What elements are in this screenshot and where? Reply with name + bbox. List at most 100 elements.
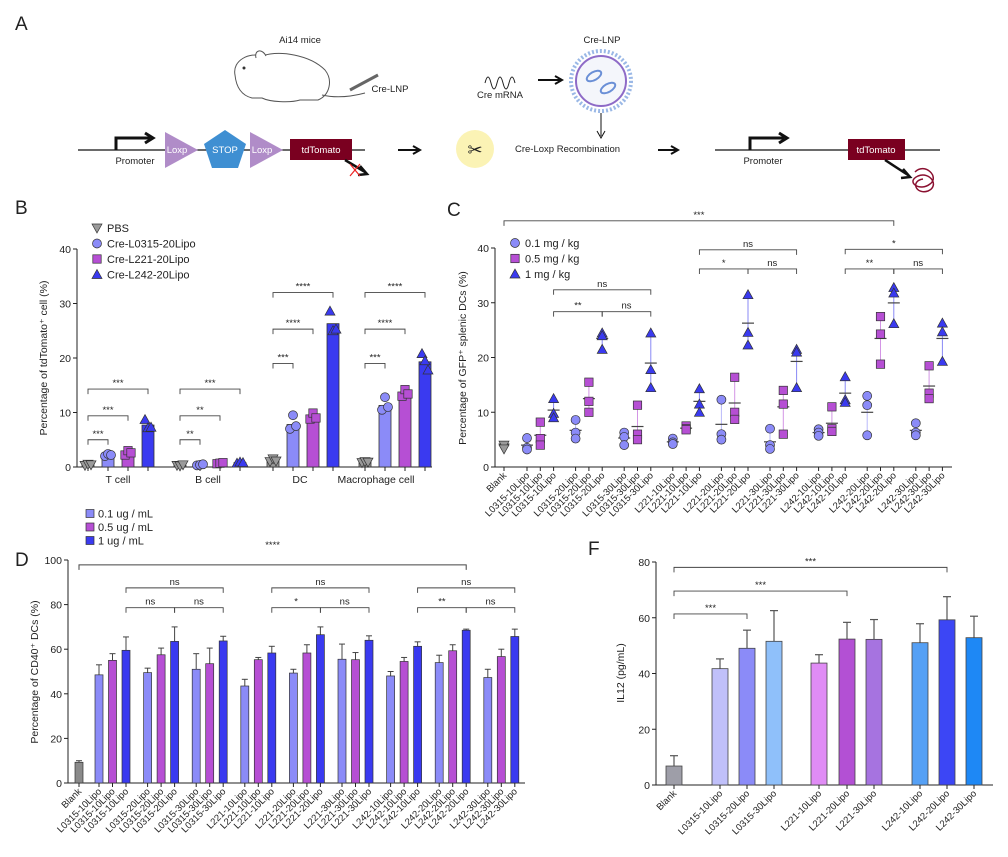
stop-element [204, 130, 246, 168]
significance-label: ns [621, 301, 631, 312]
data-point [765, 444, 775, 454]
legend-label: 0.5 mg / kg [525, 254, 579, 266]
panel-label-d: D [15, 550, 29, 571]
syringe-icon [349, 73, 379, 92]
data-point [813, 430, 824, 441]
data-point [288, 410, 298, 421]
significance-bracket [844, 268, 895, 274]
expression-arrow-icon [344, 158, 370, 177]
promoter-label: Promoter [115, 156, 154, 167]
loxp-label: Loxp [252, 145, 273, 156]
blocked-x-icon [349, 163, 361, 177]
significance-bracket [87, 439, 109, 445]
significance-bracket [125, 587, 224, 593]
legend-label: Cre-L0315-20Lipo [107, 239, 196, 251]
data-point [535, 440, 545, 450]
significance-bracket [503, 220, 895, 226]
bar [496, 656, 506, 784]
y-tick-label: 40 [50, 689, 62, 701]
data-point [85, 460, 97, 471]
bar [289, 672, 298, 784]
significance-label: ns [743, 239, 753, 250]
injection-label: Cre-LNP [372, 84, 409, 95]
bar [665, 765, 683, 786]
recombination-label: Cre-Loxp Recombination [515, 144, 620, 155]
bar [191, 668, 201, 784]
data-point [875, 312, 886, 322]
bar [351, 659, 360, 784]
bar [413, 645, 422, 784]
data-point [827, 426, 837, 436]
bar [510, 636, 520, 784]
legend-label: 1 mg / kg [525, 269, 570, 281]
y-tick-label: 0 [644, 780, 650, 792]
y-tick-label: 20 [50, 733, 62, 745]
data-point [742, 339, 754, 350]
arrow-icon [398, 145, 423, 155]
tdtomato-gene [848, 139, 905, 160]
y-tick-label: 20 [638, 724, 650, 736]
data-point [862, 400, 873, 411]
data-point [730, 372, 740, 382]
y-tick-label: 40 [477, 243, 489, 255]
data-point [106, 450, 116, 460]
data-point [198, 459, 208, 470]
tdtomato-label: tdTomato [856, 145, 895, 156]
data-point [862, 391, 873, 401]
significance-label: ** [438, 597, 446, 608]
legend-label: PBS [107, 223, 129, 235]
data-point [645, 381, 657, 393]
data-point [126, 448, 136, 458]
legend-label: Cre-L221-20Lipo [107, 254, 190, 266]
data-point [778, 385, 788, 395]
bar [838, 638, 856, 786]
data-point [535, 417, 545, 427]
significance-bracket [553, 311, 603, 317]
significance-label: ns [461, 577, 471, 588]
data-point [681, 425, 691, 435]
bar [765, 640, 783, 786]
significance-bracket [364, 292, 426, 298]
lnp-icon [569, 49, 633, 113]
significance-label: ns [597, 279, 607, 290]
x-tick-label: B cell [195, 474, 221, 486]
panel-a-schematic: A Ai14 mice Cre-LNP Cre mRNA Cre-LNP Promoter… [15, 14, 940, 193]
data-point [839, 371, 851, 382]
data-point [570, 415, 581, 425]
significance-bracket [87, 388, 149, 395]
data-point [362, 457, 374, 468]
data-point [645, 327, 657, 338]
significance-bracket [271, 607, 321, 613]
panel-label-a: A [15, 14, 28, 35]
y-tick-label: 80 [50, 600, 62, 612]
data-point [522, 444, 532, 455]
data-point [862, 430, 873, 441]
data-point [383, 402, 393, 412]
bar [240, 685, 250, 784]
significance-label: *** [369, 352, 380, 363]
data-point [596, 329, 608, 341]
bar [398, 393, 412, 468]
panel-c-chart: C 0 10 20 30 40 Percentage of GFP⁺ splenic DCs… [447, 200, 952, 519]
bar [418, 361, 432, 468]
y-tick-label: 60 [50, 644, 62, 656]
significance-label: ns [194, 597, 204, 608]
significance-bracket [364, 328, 406, 335]
significance-label: **** [388, 282, 403, 293]
significance-bracket [319, 607, 370, 613]
significance-label: *** [693, 210, 704, 221]
data-point [237, 456, 249, 467]
data-point [936, 355, 948, 366]
arrow-icon [538, 75, 565, 85]
data-point [619, 440, 630, 450]
promoter-label: Promoter [743, 156, 782, 167]
data-point [827, 402, 837, 412]
significance-bracket [179, 439, 201, 445]
bar [711, 668, 729, 786]
y-tick-label: 0 [56, 778, 62, 790]
data-point [522, 433, 532, 443]
arrow-icon [658, 145, 681, 155]
data-point [693, 406, 705, 417]
data-point [667, 439, 678, 449]
